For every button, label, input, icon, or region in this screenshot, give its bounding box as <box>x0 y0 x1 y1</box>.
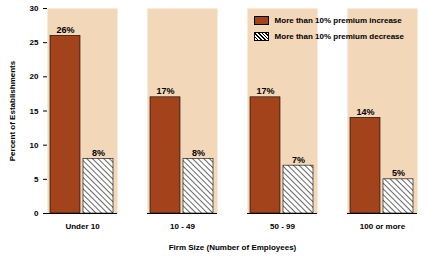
svg-text:Under 10: Under 10 <box>65 222 100 231</box>
svg-text:8%: 8% <box>192 148 205 158</box>
svg-text:0: 0 <box>34 209 39 218</box>
svg-text:Percent of Establishments: Percent of Establishments <box>8 60 17 161</box>
svg-text:14%: 14% <box>356 107 374 117</box>
svg-text:15: 15 <box>30 107 39 116</box>
html-text:More than 10% premium decrease: More than 10% premium decrease <box>274 32 404 41</box>
svg-text:10 - 49: 10 - 49 <box>170 222 195 231</box>
svg-text:100 or more: 100 or more <box>360 222 406 231</box>
svg-text:10: 10 <box>30 141 39 150</box>
svg-text:17%: 17% <box>156 86 174 96</box>
svg-text:5: 5 <box>34 175 39 184</box>
svg-text:50 - 99: 50 - 99 <box>270 222 295 231</box>
svg-text:Firm Size (Number of Employees: Firm Size (Number of Employees) <box>169 243 297 252</box>
svg-text:7%: 7% <box>292 155 305 165</box>
svg-text:20: 20 <box>30 72 39 81</box>
svg-text:5%: 5% <box>392 168 405 178</box>
svg-text:25: 25 <box>30 38 39 47</box>
svg-text:30: 30 <box>30 4 39 13</box>
html-text:More than 10% premium increase: More than 10% premium increase <box>274 16 402 25</box>
svg-text:26%: 26% <box>56 25 74 35</box>
svg-text:8%: 8% <box>92 148 105 158</box>
svg-text:17%: 17% <box>256 86 274 96</box>
